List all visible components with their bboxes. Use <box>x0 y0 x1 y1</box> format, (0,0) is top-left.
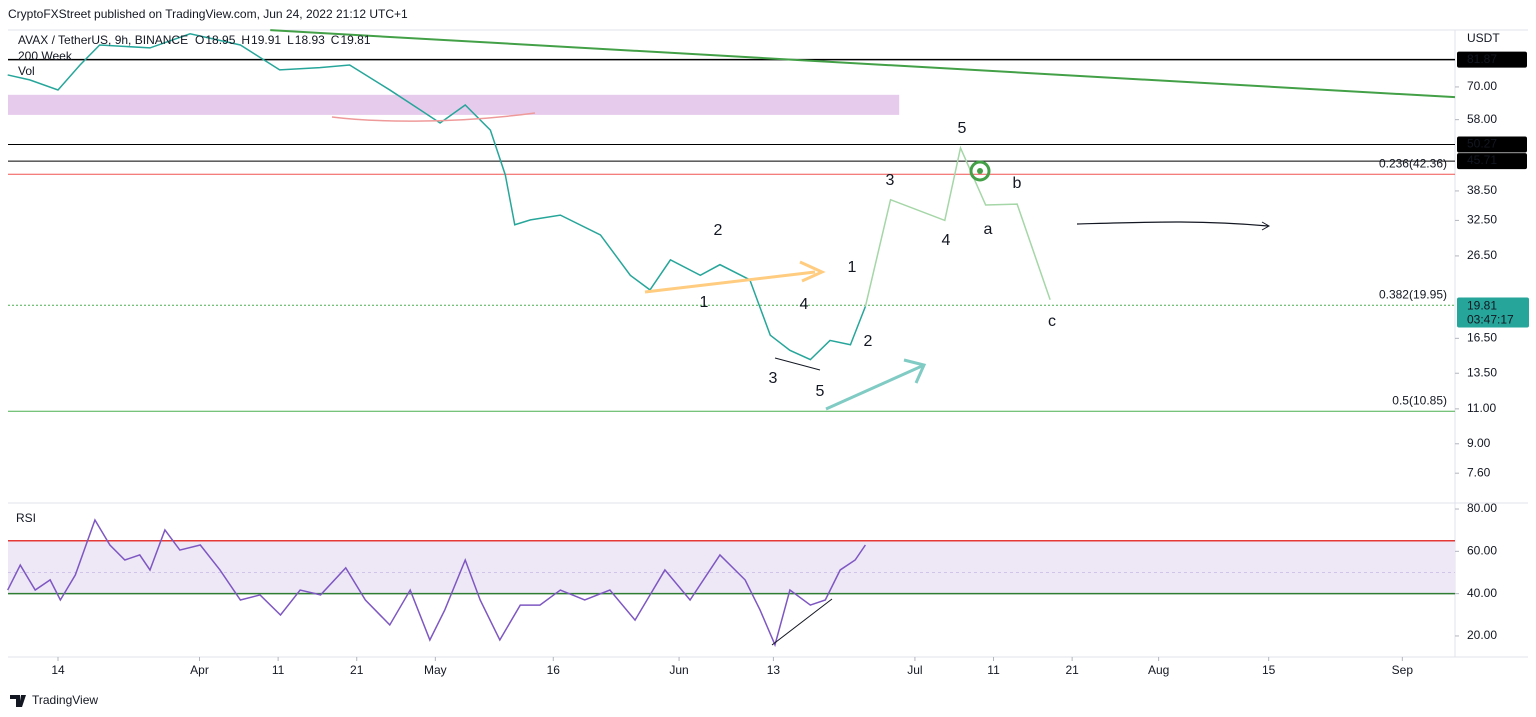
logo <box>10 695 26 707</box>
ohlc-label: H <box>241 33 250 47</box>
wave-label: 3 <box>886 172 895 189</box>
target <box>977 168 983 174</box>
y-tick-label: 26.50 <box>1467 248 1497 262</box>
x-tick-label: 15 <box>1262 663 1276 677</box>
plot <box>7 29 1456 648</box>
y-tick-label: 16.50 <box>1467 331 1497 345</box>
projection <box>864 145 1051 307</box>
arrow <box>644 270 816 294</box>
wave-label: 2 <box>714 222 723 239</box>
ohlc-value: 18.93 <box>295 33 325 47</box>
ohlc-label: C <box>331 33 340 47</box>
arrow <box>1261 221 1271 231</box>
x-tick-label: 16 <box>547 663 561 677</box>
wave-label: 1 <box>848 259 857 276</box>
wave-label: 4 <box>800 296 809 313</box>
waves: 1 2 3 4 5 1 2 3 4 5 a b c <box>700 120 1056 400</box>
y-tick-label: 70.00 <box>1467 79 1497 93</box>
y-tick-label: 9.00 <box>1467 436 1491 450</box>
wave-label: 1 <box>700 294 709 311</box>
fib-label: 0.236(42.36) <box>1379 156 1447 170</box>
y-tick-label: 32.50 <box>1467 213 1497 227</box>
y-tick-label: 7.60 <box>1467 465 1491 479</box>
y-tick-label: 80.00 <box>1467 501 1497 515</box>
level-tag <box>1457 51 1527 68</box>
level-tag-label: 45.71 <box>1467 153 1497 167</box>
x-tick-label: May <box>424 663 447 677</box>
zone <box>8 94 900 115</box>
ohlc-value: 18.95 <box>205 33 235 47</box>
arrow <box>825 364 923 411</box>
x-tick-label: 21 <box>350 663 364 677</box>
currency: USDT <box>1467 31 1500 45</box>
arrow <box>331 112 536 122</box>
last-price: 19.81 <box>1467 299 1497 313</box>
level-tag <box>1457 153 1527 170</box>
header: CryptoFXStreet published on TradingView.… <box>8 7 408 21</box>
x-tick-label: 14 <box>51 663 65 677</box>
ohlc-label: O <box>195 33 204 47</box>
arrow <box>1076 221 1269 227</box>
price-line <box>7 518 867 648</box>
divergence <box>771 598 833 646</box>
x-tick-label: 11 <box>987 663 1000 677</box>
legend-title: AVAX / TetherUS, 9h, BINANCE <box>18 33 188 47</box>
y-tick-label: 11.00 <box>1467 401 1496 415</box>
divergence <box>774 357 821 371</box>
wave-label: 2 <box>864 333 873 350</box>
arrow <box>903 358 927 384</box>
indicator: Vol <box>18 64 35 78</box>
x-tick-label: 13 <box>767 663 781 677</box>
trendline <box>270 29 1456 99</box>
wave-label: a <box>984 221 993 238</box>
rsi-title: RSI <box>16 511 36 525</box>
x-tick-label: 11 <box>272 663 285 677</box>
wave-label: c <box>1048 313 1056 330</box>
level-tag-label: 81.87 <box>1467 52 1497 66</box>
wave-label: 4 <box>942 232 951 249</box>
target <box>969 160 991 182</box>
x-tick-label: Jun <box>669 663 688 677</box>
y-tick-label: 13.50 <box>1467 365 1497 379</box>
y-tick-label: 58.00 <box>1467 112 1497 126</box>
y-tick-label: 20.00 <box>1467 628 1497 642</box>
x-tick-label: Apr <box>190 663 209 677</box>
arrow <box>799 260 826 283</box>
price-line <box>7 33 867 361</box>
x-tick-label: 21 <box>1065 663 1079 677</box>
x-tick-label: Sep <box>1392 663 1414 677</box>
ohlc-value: 19.91 <box>251 33 281 47</box>
y-tick-label: 38.50 <box>1467 183 1497 197</box>
ohlc-value: 19.81 <box>340 33 370 47</box>
y-tick-label: 60.00 <box>1467 544 1497 558</box>
x-tick-label: Aug <box>1148 663 1169 677</box>
level-tag <box>1457 136 1527 153</box>
wave-label: 5 <box>816 383 825 400</box>
fib-label: 0.5(10.85) <box>1392 393 1447 407</box>
footer: TradingView <box>32 693 98 707</box>
countdown: 03:47:17 <box>1467 313 1514 327</box>
fib-label: 0.382(19.95) <box>1379 287 1447 301</box>
x-tick-label: Jul <box>907 663 922 677</box>
last-tag <box>1457 297 1529 328</box>
wave-label: b <box>1013 175 1022 192</box>
ohlc-label: L <box>287 33 294 47</box>
indicator: 200 Week <box>18 49 73 63</box>
wave-label: 3 <box>769 370 778 387</box>
wave-label: 5 <box>958 120 967 137</box>
y-tick-label: 40.00 <box>1467 586 1497 600</box>
level-tag-label: 50.27 <box>1467 137 1497 151</box>
